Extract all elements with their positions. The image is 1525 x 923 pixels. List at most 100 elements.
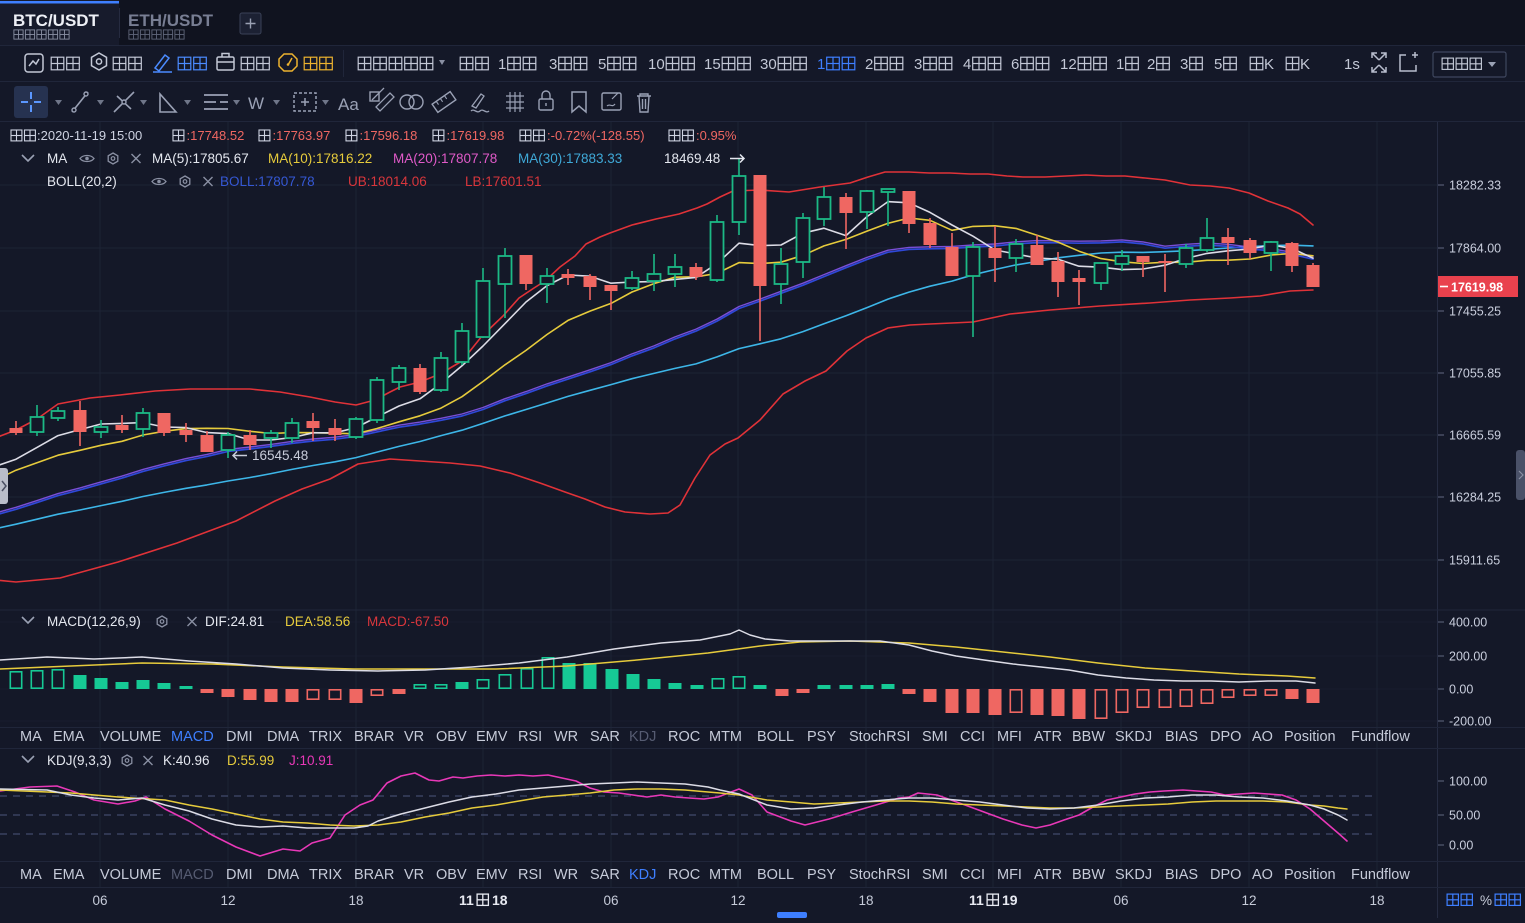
svg-text:SMI: SMI [922,867,948,883]
svg-text:StochRSI: StochRSI [849,729,910,745]
svg-text:KDJ(9,3,3): KDJ(9,3,3) [47,753,112,768]
svg-text:12: 12 [1060,56,1077,73]
svg-text:BRAR: BRAR [354,867,394,883]
svg-text:TRIX: TRIX [309,729,342,745]
svg-text:1: 1 [817,56,825,73]
svg-text:18: 18 [858,893,873,908]
svg-text:17864.00: 17864.00 [1449,242,1501,256]
svg-text:2: 2 [865,56,873,73]
svg-text:OBV: OBV [436,867,467,883]
svg-text:BOLL: BOLL [757,729,794,745]
svg-text:KDJ: KDJ [629,867,656,883]
svg-text:PSY: PSY [807,867,836,883]
svg-text:DMA: DMA [267,729,300,745]
svg-text:18: 18 [1369,893,1384,908]
svg-text:10: 10 [648,56,665,73]
svg-text:18: 18 [492,892,508,908]
svg-text:%: % [1480,893,1492,908]
svg-text:LB:17601.51: LB:17601.51 [465,174,542,189]
svg-text:SMI: SMI [922,729,948,745]
svg-text:12: 12 [730,893,745,908]
svg-text:200.00: 200.00 [1449,650,1487,664]
svg-text:SAR: SAR [590,867,620,883]
svg-text:ROC: ROC [668,729,700,745]
svg-text:16545.48: 16545.48 [252,448,308,463]
svg-text:1: 1 [498,56,506,73]
svg-text:MA(5):17805.67: MA(5):17805.67 [152,151,249,166]
svg-text:AO: AO [1252,729,1273,745]
svg-text:WR: WR [554,729,578,745]
svg-text:MA: MA [20,729,42,745]
svg-text:15911.65: 15911.65 [1449,554,1500,568]
svg-text:17619.98: 17619.98 [1451,281,1503,295]
svg-text:K:40.96: K:40.96 [163,753,210,768]
svg-text:K: K [1264,56,1274,73]
svg-text:EMV: EMV [476,729,508,745]
svg-text:DIF:24.81: DIF:24.81 [205,614,264,629]
svg-text:19: 19 [1002,892,1018,908]
svg-text:15: 15 [704,56,721,73]
svg-text:MACD:-67.50: MACD:-67.50 [367,614,449,629]
svg-text:3: 3 [914,56,922,73]
svg-text:EMA: EMA [53,729,85,745]
svg-text:PSY: PSY [807,729,836,745]
svg-text:BIAS: BIAS [1165,729,1198,745]
svg-text:BOLL(20,2): BOLL(20,2) [47,174,117,189]
svg-text:DPO: DPO [1210,729,1241,745]
svg-text::17763.97: :17763.97 [273,128,331,143]
svg-text::17748.52: :17748.52 [187,128,245,143]
svg-text:11: 11 [459,892,474,908]
svg-text:Aa: Aa [338,95,359,114]
svg-text:1: 1 [1116,56,1124,73]
svg-text:J:10.91: J:10.91 [289,753,333,768]
svg-text:TRIX: TRIX [309,867,342,883]
svg-text:BBW: BBW [1072,729,1105,745]
svg-text::17619.98: :17619.98 [447,128,505,143]
svg-text:6: 6 [1011,56,1019,73]
svg-text:W: W [248,94,264,113]
svg-text:DPO: DPO [1210,867,1241,883]
svg-text::-0.72%(-128.55): :-0.72%(-128.55) [547,128,645,143]
svg-text:MTM: MTM [709,867,742,883]
svg-text:4: 4 [963,56,971,73]
svg-text:MFI: MFI [997,729,1022,745]
svg-text:ATR: ATR [1034,867,1062,883]
svg-text:BRAR: BRAR [354,729,394,745]
svg-text::17596.18: :17596.18 [360,128,418,143]
svg-text:0.00: 0.00 [1449,683,1473,697]
svg-text:MA(20):17807.78: MA(20):17807.78 [393,151,497,166]
svg-text:MACD(12,26,9): MACD(12,26,9) [47,614,141,629]
svg-text:StochRSI: StochRSI [849,867,910,883]
svg-text:EMA: EMA [53,867,85,883]
svg-text:MFI: MFI [997,867,1022,883]
svg-text:3: 3 [1180,56,1188,73]
svg-text:VOLUME: VOLUME [100,867,162,883]
svg-text:K: K [1300,56,1310,73]
svg-text:Position: Position [1284,867,1336,883]
svg-text:BOLL: BOLL [757,867,794,883]
svg-text:18282.33: 18282.33 [1449,179,1501,193]
svg-text:Position: Position [1284,729,1336,745]
svg-text:WR: WR [554,867,578,883]
svg-text:17055.85: 17055.85 [1449,367,1501,381]
svg-text:ROC: ROC [668,867,700,883]
svg-text:DMA: DMA [267,867,300,883]
svg-text:5: 5 [1214,56,1222,73]
svg-text:06: 06 [1113,893,1128,908]
svg-text:KDJ: KDJ [629,729,656,745]
svg-text:16665.59: 16665.59 [1449,429,1501,443]
svg-text:18: 18 [348,893,363,908]
svg-text:BIAS: BIAS [1165,867,1198,883]
svg-text:SKDJ: SKDJ [1115,729,1152,745]
svg-text:400.00: 400.00 [1449,616,1487,630]
svg-text:VR: VR [404,867,424,883]
svg-text:MACD: MACD [171,867,214,883]
svg-text:MA(10):17816.22: MA(10):17816.22 [268,151,372,166]
svg-text:50.00: 50.00 [1449,809,1480,823]
svg-text:BTC/USDT: BTC/USDT [13,11,100,30]
svg-text:1s: 1s [1344,56,1360,73]
svg-text:06: 06 [92,893,107,908]
svg-text:BOLL:17807.78: BOLL:17807.78 [220,174,315,189]
svg-text:12: 12 [1241,893,1256,908]
svg-text:SAR: SAR [590,729,620,745]
